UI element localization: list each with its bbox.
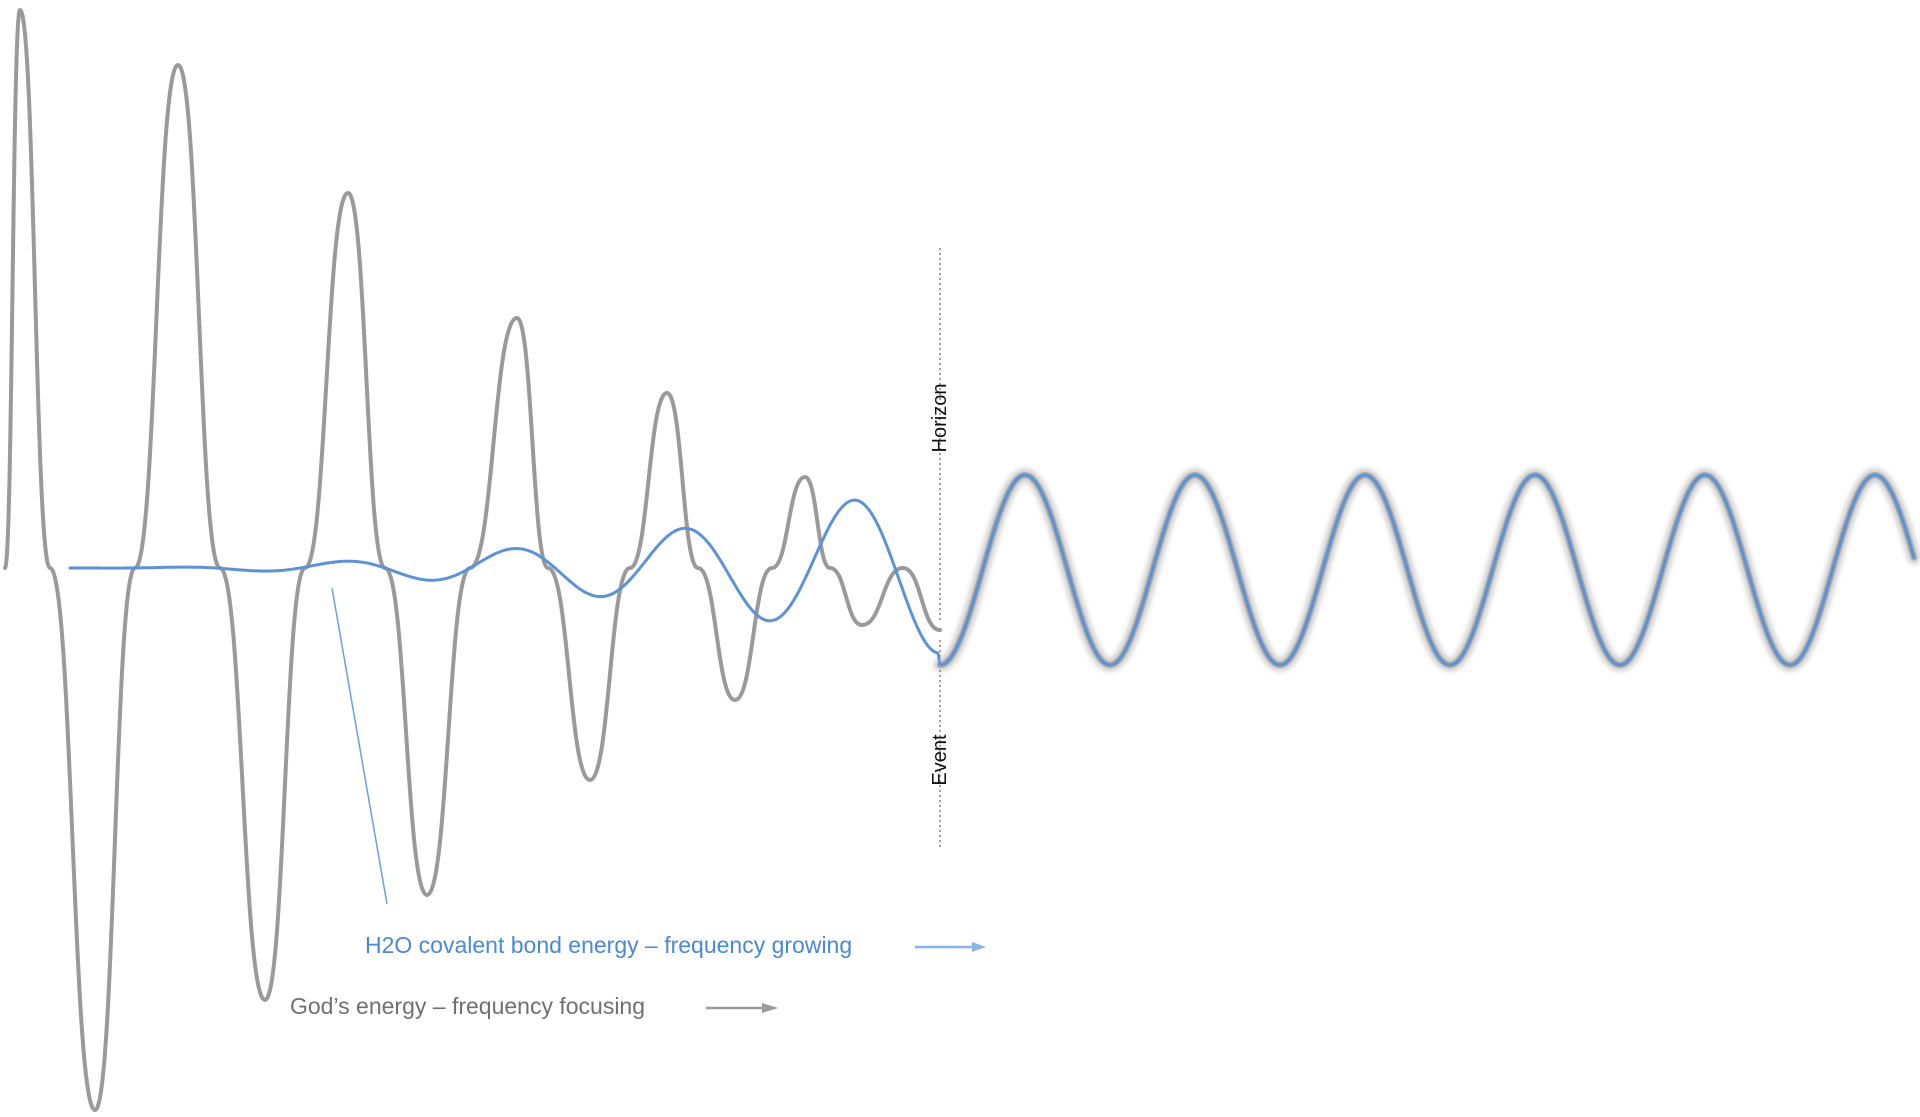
event-label: Event [929,734,951,786]
gray-wave-line [3,8,942,1112]
h2o-wave-label: H2O covalent bond energy – frequency gro… [365,932,852,958]
horizon-label: Horizon [929,384,951,453]
h2o-arrow-icon [915,942,986,952]
h2o-pointer-line [331,587,388,905]
god-arrow-icon [706,1003,778,1013]
gray-energy-wave [3,8,942,1112]
blue-energy-wave [68,473,1916,667]
god-wave-label: God’s energy – frequency focusing [290,993,645,1019]
event-horizon-divider: Horizon Event [929,248,951,848]
